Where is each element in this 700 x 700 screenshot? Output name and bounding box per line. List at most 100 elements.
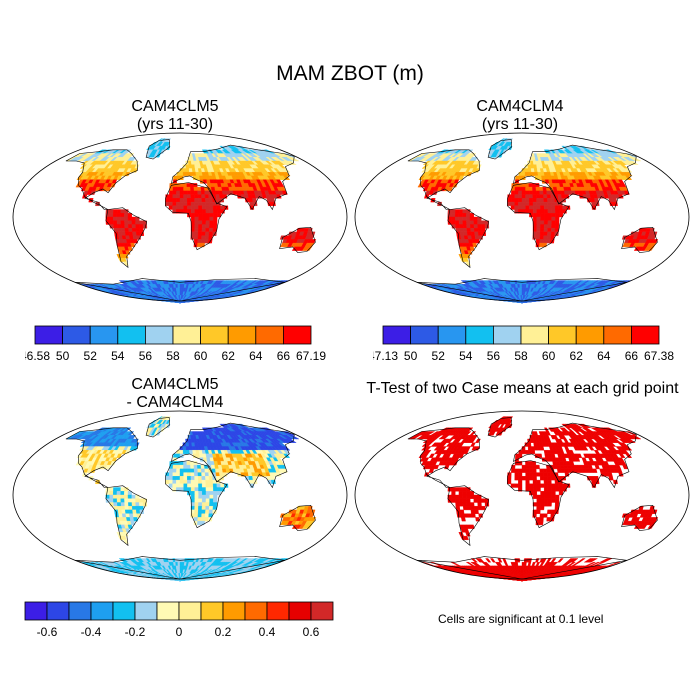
grid-cell (546, 235, 552, 240)
grid-cell (205, 224, 210, 229)
grid-cell (127, 246, 133, 251)
grid-cell (197, 235, 202, 240)
grid-cell (201, 216, 207, 221)
grid-cell (528, 183, 533, 188)
grid-cell (176, 468, 181, 473)
grid-cell (205, 498, 210, 503)
grid-cell (120, 491, 125, 496)
grid-cell (525, 190, 530, 195)
grid-cell (183, 198, 188, 203)
grid-cell (465, 261, 471, 266)
colorbar-swatch (46, 601, 70, 621)
grid-cell (528, 468, 533, 473)
grid-cell (536, 231, 541, 236)
grid-cell (213, 209, 218, 214)
grid-cell (198, 506, 203, 511)
grid-cell (536, 194, 541, 199)
grid-cell (172, 464, 177, 470)
grid-cell (187, 479, 192, 484)
grid-cell (179, 201, 184, 206)
grid-cell (172, 476, 177, 481)
grid-cell (198, 491, 203, 496)
grid-cell (176, 479, 181, 484)
grid-cell (172, 468, 177, 473)
grid-cell (190, 494, 195, 499)
colorbar-swatch (68, 601, 92, 621)
map-background (355, 133, 689, 301)
grid-cell (139, 228, 144, 233)
grid-cell (117, 509, 123, 514)
grid-cell (514, 461, 519, 466)
grid-cell (514, 468, 519, 473)
grid-cell (139, 224, 144, 229)
grid-cell (252, 198, 257, 203)
grid-cell (525, 461, 530, 466)
grid-cell (131, 216, 136, 221)
grid-cell (139, 502, 144, 507)
grid-cell (194, 502, 199, 507)
grid-cell (518, 194, 523, 199)
grid-cell (543, 224, 549, 229)
grid-cell (474, 168, 480, 173)
grid-cell (128, 502, 133, 507)
coastline-australia (621, 226, 658, 253)
grid-cell (594, 476, 599, 481)
grid-cell (536, 472, 541, 477)
grid-cell (209, 220, 214, 225)
coastline-samerica (105, 207, 148, 269)
colorbar-tick-label: 66 (277, 349, 291, 362)
grid-cell (546, 190, 551, 195)
grid-cell (197, 517, 202, 522)
grid-cell (561, 457, 567, 462)
grid-cell (201, 224, 207, 229)
grid-cell (208, 506, 214, 511)
grid-cell (529, 472, 534, 477)
grid-cell (555, 216, 560, 221)
colorbar-swatch (266, 601, 290, 621)
grid-cell (517, 284, 521, 289)
grid-cell (469, 213, 474, 218)
grid-cell (172, 461, 177, 466)
grid-cell (528, 476, 534, 481)
grid-cell (213, 487, 218, 492)
grid-cell (120, 506, 126, 511)
colorbar-tick-label: 56 (139, 349, 153, 362)
grid-cell (528, 198, 534, 203)
colorbar-swatch (548, 325, 577, 345)
grid-cell (542, 468, 548, 473)
panel1-title: CAM4CLM5 (yrs 11-30) (75, 98, 275, 134)
grid-cell (535, 464, 540, 470)
grid-cell (547, 209, 552, 214)
grid-cell (197, 194, 202, 199)
grid-cell (205, 476, 210, 481)
panel2-title-line1: CAM4CLM4 (476, 98, 564, 115)
grid-cell (193, 468, 199, 473)
grid-cell (539, 476, 545, 481)
grid-cell (198, 483, 203, 488)
map-border (354, 132, 690, 302)
grid-cell (547, 224, 552, 229)
grid-cell (109, 494, 114, 499)
grid-cell (283, 450, 291, 455)
grid-cell (451, 213, 456, 218)
grid-cell (532, 198, 537, 203)
grid-cell (165, 201, 170, 206)
grid-cell (187, 472, 192, 477)
grid-cell (612, 198, 618, 203)
grid-cell (462, 213, 467, 218)
grid-cell (176, 194, 181, 199)
grid-cell (270, 476, 276, 481)
grid-cell (213, 220, 218, 225)
grid-cell (536, 201, 541, 206)
grid-cell (179, 194, 184, 199)
grid-cell (473, 224, 479, 229)
map-background (13, 133, 347, 301)
grid-cell (197, 476, 203, 481)
grid-cell (201, 513, 206, 518)
grid-cell (536, 198, 541, 203)
grid-cell (168, 198, 174, 203)
grid-cell (132, 231, 137, 236)
grid-cell (546, 468, 551, 473)
grid-cell (190, 476, 195, 481)
